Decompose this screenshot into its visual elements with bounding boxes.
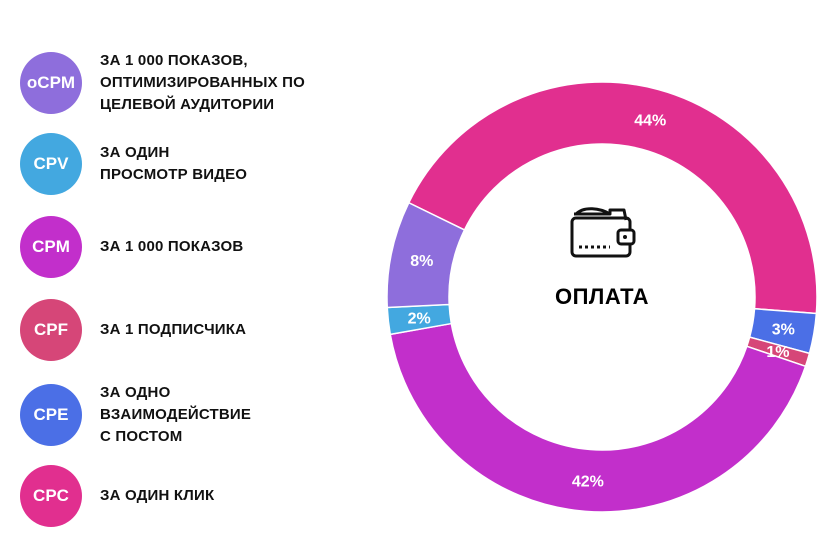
donut-slice-label-5: 8% — [410, 253, 433, 270]
legend-item-cpv: CPV ЗА ОДИН ПРОСМОТР ВИДЕО — [20, 133, 247, 195]
legend-text-cpv: ЗА ОДИН ПРОСМОТР ВИДЕО — [100, 144, 248, 183]
donut-slice-label-2: 1% — [766, 344, 789, 361]
legend-badge-ocpm: oCPM — [20, 52, 82, 114]
legend-text-ocpm: ЗА 1 000 ПОКАЗОВ, ОПТИМИЗИРОВАННЫХ ПО ЦЕ… — [100, 52, 306, 113]
donut-slices — [386, 81, 818, 513]
legend-badge-cpv: CPV — [20, 133, 82, 195]
donut-slice-label-3: 42% — [572, 473, 604, 490]
legend-text-cpc: ЗА ОДИН КЛИК — [100, 487, 215, 504]
donut-slice-label-1: 3% — [772, 321, 795, 338]
wallet-icon — [570, 207, 636, 258]
legend-badge-cpe: CPE — [20, 384, 82, 446]
donut-slice-3 — [389, 322, 807, 513]
donut-slice-0 — [407, 81, 818, 315]
legend-text-cpm: ЗА 1 000 ПОКАЗОВ — [100, 238, 244, 255]
legend-badge-cpc: CPC — [20, 465, 82, 527]
donut-slice-label-4: 2% — [408, 311, 431, 328]
donut-labels: 44% 3% 1% 42% 2% 8% — [408, 112, 795, 490]
legend: oCPM ЗА 1 000 ПОКАЗОВ, ОПТИМИЗИРОВАННЫХ … — [0, 0, 340, 560]
legend-badge-cpf: CPF — [20, 299, 82, 361]
donut-center-title: ОПЛАТА — [554, 284, 650, 309]
legend-item-ocpm: oCPM ЗА 1 000 ПОКАЗОВ, ОПТИМИЗИРОВАННЫХ … — [20, 50, 305, 116]
donut-slice-label-0: 44% — [634, 112, 666, 129]
legend-item-cpc: CPC ЗА ОДИН КЛИК — [20, 465, 214, 527]
legend-text-cpf: ЗА 1 ПОДПИСЧИКА — [100, 321, 247, 338]
donut-slice-5 — [386, 201, 466, 309]
legend-item-cpm: CPM ЗА 1 000 ПОКАЗОВ — [20, 216, 243, 278]
legend-badge-cpm: CPM — [20, 216, 82, 278]
legend-text-cpe: ЗА ОДНО ВЗАИМОДЕЙСТВИЕ С ПОСТОМ — [100, 384, 252, 445]
legend-item-cpf: CPF ЗА 1 ПОДПИСЧИКА — [20, 299, 246, 361]
legend-item-cpe: CPE ЗА ОДНО ВЗАИМОДЕЙСТВИЕ С ПОСТОМ — [20, 382, 251, 448]
